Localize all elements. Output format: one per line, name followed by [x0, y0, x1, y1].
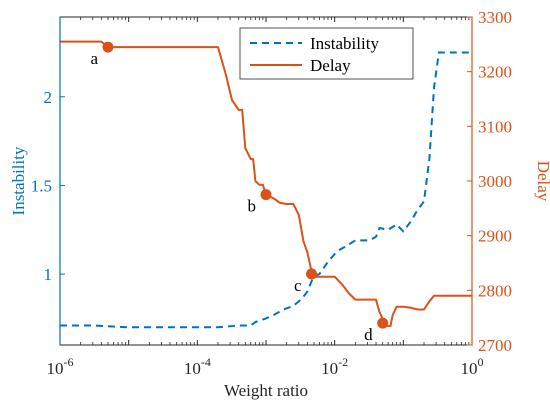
annotation-layer: a b c d: [90, 41, 389, 344]
right-axis-tick-label: 3000: [478, 172, 512, 191]
left-axis-tick-label: 1.5: [31, 176, 52, 195]
left-axis-tick-label: 1: [44, 265, 53, 284]
x-tick-label: 10-2: [321, 355, 348, 378]
legend-box: [239, 27, 414, 80]
x-tick-label-base: 10: [184, 359, 201, 378]
series-line-instability: [60, 51, 472, 329]
series-layer: [60, 40, 472, 329]
legend-label-delay: Delay: [310, 56, 351, 75]
series-line-delay: [60, 40, 472, 327]
annotation-point-d: [377, 317, 389, 329]
right-axis-tick-label: 2700: [478, 336, 512, 355]
right-axis-tick-label: 3100: [478, 117, 512, 136]
annotation-label-a: a: [90, 49, 98, 68]
x-tick-label: 100: [461, 355, 484, 378]
right-axis-tick-label: 3200: [478, 63, 512, 82]
x-tick-label-exponent: -6: [64, 355, 74, 369]
legend: Instability Delay: [239, 27, 414, 80]
annotation-point-a: [102, 41, 114, 53]
x-tick-label-exponent: -2: [338, 355, 348, 369]
x-tick-label: 10-6: [47, 355, 74, 378]
axes-layer: 10-6 10-4 10-2 10011.5227002800290030003100…: [31, 8, 512, 378]
annotation-label-c: c: [294, 276, 302, 295]
left-axis-tick-label: 2: [44, 88, 53, 107]
x-tick-label-base: 10: [461, 359, 478, 378]
legend-label-instability: Instability: [310, 34, 379, 53]
annotation-label-b: b: [248, 197, 257, 216]
right-axis-label: Delay: [534, 161, 550, 202]
x-tick-label-base: 10: [321, 359, 338, 378]
x-tick-label-exponent: 0: [478, 355, 484, 369]
annotation-label-d: d: [364, 325, 373, 344]
x-axis-label: Weight ratio: [224, 381, 308, 400]
x-tick-label-exponent: -4: [201, 355, 211, 369]
annotation-point-b: [260, 189, 272, 201]
right-axis-tick-label: 3300: [478, 8, 512, 27]
x-tick-label-base: 10: [47, 359, 64, 378]
annotation-point-c: [306, 268, 318, 280]
x-tick-label: 10-4: [184, 355, 211, 378]
right-axis-tick-label: 2900: [478, 227, 512, 246]
right-axis-tick-label: 2800: [478, 281, 512, 300]
left-axis-label: Instability: [9, 146, 28, 215]
